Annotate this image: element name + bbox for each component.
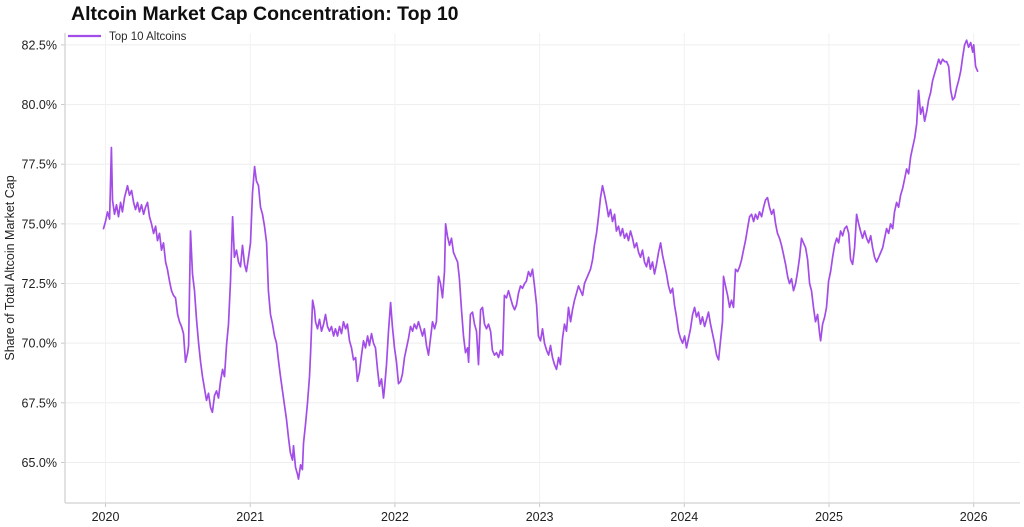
chart-title: Altcoin Market Cap Concentration: Top 10 (71, 3, 459, 25)
legend: Top 10 Altcoins (68, 31, 187, 43)
top10-altcoins-line (102, 39, 979, 480)
y-tick-label: 82.5% (22, 38, 57, 52)
x-tick-label: 2025 (815, 510, 843, 524)
y-tick-label: 80.0% (22, 98, 57, 112)
y-tick-label: 72.5% (22, 277, 57, 291)
y-tick-label: 77.5% (22, 158, 57, 172)
x-tick-label: 2020 (92, 510, 120, 524)
y-tick-label: 70.0% (22, 337, 57, 351)
axes-spines-ticks (61, 33, 1020, 507)
y-tick-label: 67.5% (22, 396, 57, 410)
y-axis-title: Share of Total Altcoin Market Cap (3, 175, 17, 360)
tick-labels: 65.0% 67.5% 70.0% 72.5% 75.0% 77.5% 80.0% 82.5%… (22, 38, 988, 524)
y-tick-label: 75.0% (22, 217, 57, 231)
gridlines (65, 33, 1020, 503)
x-tick-label: 2021 (236, 510, 264, 524)
legend-label: Top 10 Altcoins (109, 31, 187, 43)
x-tick-label: 2023 (526, 510, 554, 524)
x-tick-label: 2026 (960, 510, 988, 524)
x-tick-label: 2022 (381, 510, 409, 524)
series-lines (102, 39, 979, 480)
y-tick-label: 65.0% (22, 456, 57, 470)
x-tick-label: 2024 (670, 510, 698, 524)
